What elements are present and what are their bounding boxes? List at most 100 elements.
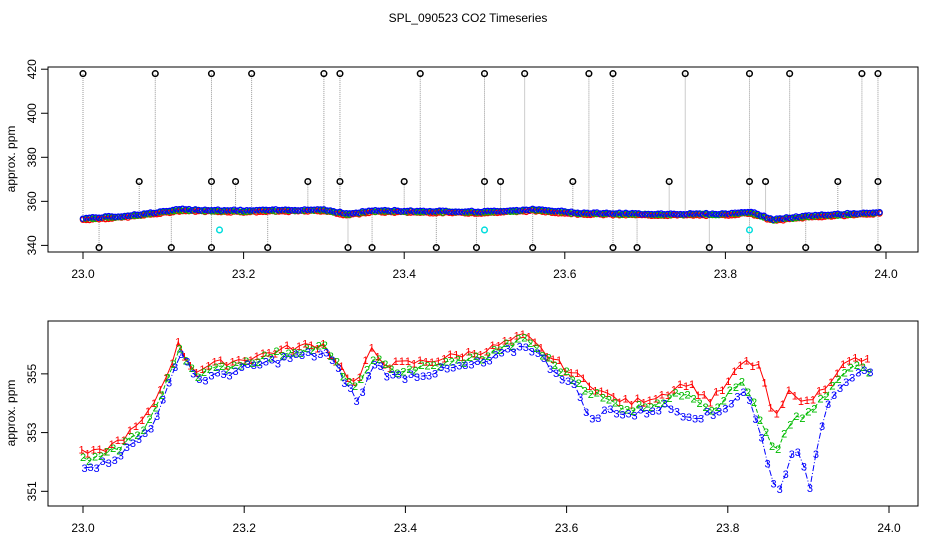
bottom-point-series-1: 1 [326,350,332,362]
bottom-point-series-2: 2 [400,367,406,379]
top-point-series-3 [645,210,652,218]
bottom-point-series-2: 2 [213,362,219,374]
top-point-series-3 [266,206,273,214]
bottom-point-series-1: 1 [828,377,834,389]
top-point-series-3 [131,211,138,218]
top-x-tick-label: 23.8 [714,267,738,281]
top-outlier-point [480,177,489,186]
bottom-point-series-3: 3 [178,349,184,361]
bottom-point-series-1: 1 [713,386,719,398]
bottom-point-series-1: 1 [199,364,205,376]
bottom-point-series-2: 2 [98,451,104,463]
bottom-point-series-1: 1 [350,376,356,388]
top-point-series-3 [372,206,379,214]
top-point-series-3 [770,216,777,223]
top-point-series-3 [497,208,504,215]
top-point-series-3 [285,206,292,214]
top-outlier-point [745,244,754,252]
top-point-series-3 [458,208,466,216]
top-y-tick-label: 420 [25,59,39,79]
bottom-point-series-1: 1 [635,393,641,405]
bottom-point-series-2: 2 [92,452,98,464]
top-outlier-point [400,177,408,186]
bottom-point-series-2: 2 [122,436,128,448]
top-point-series-3 [478,208,485,216]
top-point-series-3 [246,207,254,214]
bottom-point-series-2: 2 [195,372,201,384]
bottom-point-series-2: 2 [539,350,545,362]
bottom-point-series-2: 2 [134,430,140,442]
bottom-point-series-3: 3 [227,370,233,382]
bottom-point-series-3: 3 [239,362,245,374]
bottom-point-series-2: 2 [733,382,739,394]
top-cyan-point [480,226,489,234]
top-outlier-point [802,244,810,252]
bottom-point-series-1: 1 [737,360,743,372]
bottom-point-series-1: 1 [665,390,671,402]
top-point-series-3 [786,214,793,222]
bottom-point-series-1: 1 [671,385,677,397]
bottom-point-series-2: 2 [775,444,781,456]
top-point-series-3 [243,207,251,214]
bottom-point-series-2: 2 [152,402,158,414]
bottom-point-series-2: 2 [721,395,727,407]
bottom-point-series-1: 1 [115,435,121,447]
top-point-series-3 [465,208,472,215]
bottom-point-series-1: 1 [762,377,768,389]
top-point-series-3 [725,210,732,218]
top-outlier-point [745,70,754,78]
bottom-point-series-1: 1 [798,396,804,408]
bottom-y-axis-label: approx. ppm [4,380,18,447]
bottom-point-series-2: 2 [201,367,207,379]
bottom-point-series-1: 1 [151,398,157,410]
bottom-point-series-1: 1 [109,439,115,451]
top-point-series-3 [808,212,816,219]
bottom-point-series-1: 1 [580,373,586,385]
bottom-point-series-3: 3 [613,409,619,421]
top-point-series-3 [792,213,800,220]
top-outlier-point [762,177,770,186]
bottom-point-series-3: 3 [813,449,819,461]
bottom-point-series-1: 1 [187,360,193,372]
top-point-series-3 [837,211,845,218]
bottom-point-series-2: 2 [564,366,570,378]
bottom-point-series-2: 2 [866,368,872,380]
bottom-point-series-3: 3 [583,407,589,419]
bottom-point-series-3: 3 [644,408,650,420]
bottom-point-series-2: 2 [140,425,146,437]
bottom-point-series-3: 3 [861,365,867,377]
top-point-series-3 [667,210,675,217]
top-point-series-3 [355,209,363,216]
bottom-point-series-2: 2 [660,398,666,410]
top-point-series-3 [651,211,658,218]
top-point-series-3 [866,209,874,217]
bottom-point-series-3: 3 [468,360,474,372]
top-point-series-3 [176,206,183,213]
bottom-point-series-1: 1 [864,354,870,366]
top-point-series-3 [712,210,720,218]
top-point-series-3 [233,207,241,214]
bottom-point-series-2: 2 [588,389,594,401]
bottom-point-series-2: 2 [709,406,715,418]
bottom-point-series-1: 1 [490,340,496,352]
bottom-point-series-2: 2 [751,397,757,409]
bottom-point-series-1: 1 [520,329,526,341]
bottom-point-series-2: 2 [545,353,551,365]
bottom-point-series-2: 2 [854,360,860,372]
bottom-point-series-3: 3 [438,362,444,374]
top-point-series-3 [526,206,533,214]
bottom-point-series-1: 1 [169,358,175,370]
top-point-series-3 [404,207,411,215]
top-point-series-3 [783,214,790,221]
bottom-point-series-3: 3 [819,421,825,433]
top-point-series-3 [198,207,206,214]
top-point-series-3 [201,206,209,214]
bottom-point-series-2: 2 [80,452,86,464]
bottom-point-series-1: 1 [532,337,538,349]
top-outlier-point [874,70,882,78]
top-outlier-point [497,177,505,186]
bottom-point-series-3: 3 [462,360,468,372]
top-point-series-3 [869,209,877,216]
bottom-point-series-1: 1 [689,379,695,391]
bottom-point-series-1: 1 [731,366,737,378]
